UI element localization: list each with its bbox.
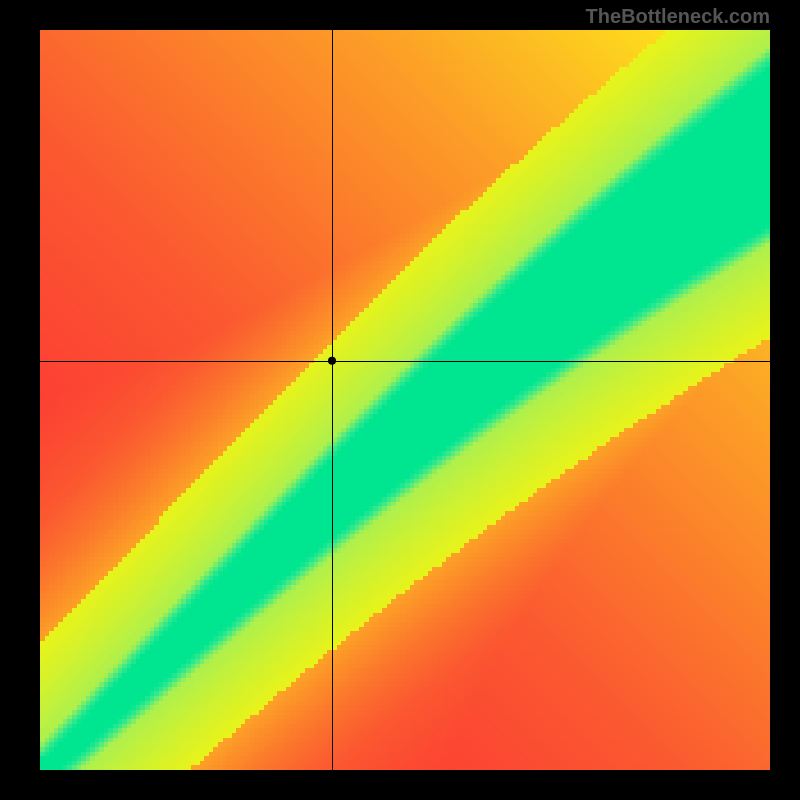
watermark-text: TheBottleneck.com (586, 6, 770, 29)
bottleneck-heatmap (40, 30, 770, 770)
chart-container: TheBottleneck.com (0, 0, 800, 800)
